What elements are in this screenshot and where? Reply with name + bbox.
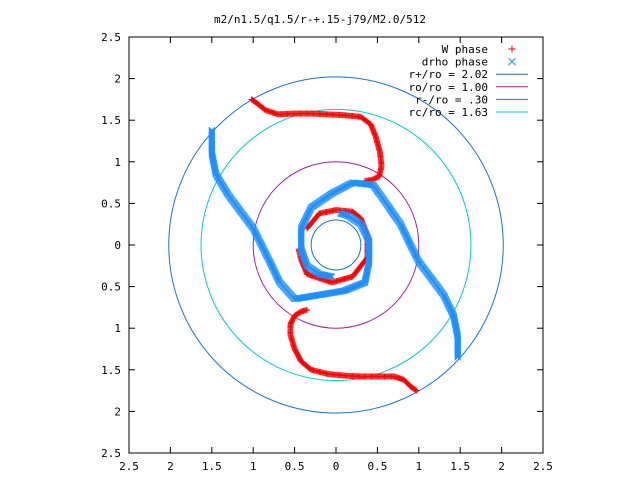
legend-entry: r+/ro = 2.02 — [409, 68, 528, 81]
y-tick-label: 2.5 — [101, 447, 121, 460]
reference-circles — [168, 76, 504, 414]
circle-r-1-63 — [200, 108, 472, 382]
legend-swatch — [508, 57, 516, 66]
drho-phase-point — [326, 272, 333, 280]
series-drho-phase — [208, 126, 462, 361]
y-tick-label: 1 — [114, 322, 121, 335]
x-tick-label: 0.5 — [285, 460, 305, 473]
y-tick-label: 0.5 — [101, 197, 121, 210]
legend-label: r-/ro = .30 — [415, 93, 488, 106]
legend-label: r+/ro = 2.02 — [409, 68, 488, 81]
legend-label: W phase — [442, 43, 488, 56]
x-tick-label: 1.5 — [450, 460, 470, 473]
circle-r-1 — [252, 161, 420, 329]
x-tick-label: 0.5 — [367, 460, 387, 473]
legend-swatch — [508, 45, 516, 53]
series-W-phase — [248, 96, 420, 394]
y-tick-label: 2 — [114, 405, 121, 418]
x-tick-label: 2.5 — [119, 460, 139, 473]
legend-entry: ro/ro = 1.00 — [409, 81, 528, 94]
w-phase-point — [304, 306, 311, 313]
x-tick-label: 0 — [333, 460, 340, 473]
legend-label: rc/ro = 1.63 — [409, 106, 488, 119]
legend-entry: drho phase — [422, 56, 516, 69]
y-tick-label: 1.5 — [101, 364, 121, 377]
chart-title: m2/n1.5/q1.5/r-+.15-j79/M2.0/512 — [214, 13, 426, 26]
x-tick-label: 1.5 — [202, 460, 222, 473]
y-tick-label: 0.5 — [101, 281, 121, 294]
y-tick-label: 0 — [114, 239, 121, 252]
drho-phase-point — [328, 273, 336, 280]
legend-entry: rc/ro = 1.63 — [409, 106, 528, 119]
y-tick-label: 1.5 — [101, 114, 121, 127]
legend-entry: W phase — [442, 43, 516, 56]
axes: 2.5 2 1.5 1 0.5 0 0.5 1 1.5 2 2.52.521.510.500.511… — [101, 31, 553, 473]
drho-phase-point — [327, 273, 335, 280]
x-tick-label: 2 — [498, 460, 505, 473]
legend-label: ro/ro = 1.00 — [409, 81, 488, 94]
x-tick-label: 1 — [415, 460, 422, 473]
y-tick-label: 2 — [114, 73, 121, 86]
y-tick-label: 2.5 — [101, 31, 121, 44]
legend-label: drho phase — [422, 56, 488, 69]
drho-phase-point — [339, 210, 346, 218]
drho-phase-point — [336, 210, 344, 217]
drho-phase-point — [337, 210, 345, 218]
drho-phase-point — [212, 169, 220, 177]
circle-r-2-02 — [168, 76, 504, 414]
y-tick-label: 1 — [114, 156, 121, 169]
x-tick-label: 2.5 — [533, 460, 553, 473]
x-tick-label: 2 — [167, 460, 174, 473]
circle-r-0-3 — [310, 219, 362, 271]
data-series — [208, 96, 462, 394]
legend-entry: r-/ro = .30 — [415, 93, 528, 106]
x-tick-label: 1 — [250, 460, 257, 473]
